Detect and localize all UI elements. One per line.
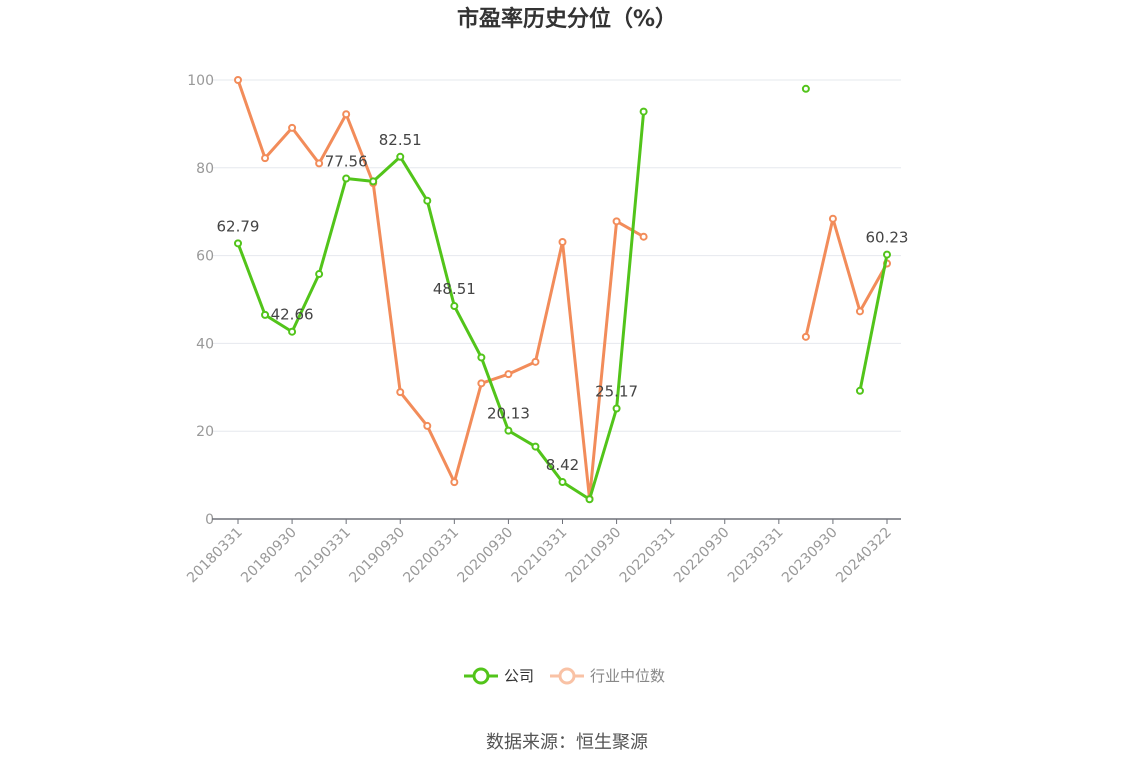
x-tick-label: 20240322 <box>833 525 895 587</box>
x-tick-label: 20220331 <box>617 525 679 587</box>
series-line <box>236 79 645 501</box>
series-line <box>858 254 889 392</box>
data-label: 77.56 <box>325 153 368 171</box>
data-label: 25.17 <box>595 383 638 401</box>
y-tick-label: 80 <box>196 161 214 177</box>
data-point <box>234 239 242 248</box>
data-point <box>261 310 270 319</box>
data-point <box>477 379 486 388</box>
x-tick-label: 20200331 <box>400 525 462 587</box>
data-point <box>585 495 594 504</box>
series-line <box>804 217 889 338</box>
y-tick-label: 20 <box>196 424 214 440</box>
x-tick-label: 20210930 <box>563 525 625 587</box>
y-tick-label: 0 <box>205 512 214 528</box>
data-label: 48.51 <box>433 280 476 298</box>
data-point <box>342 174 351 183</box>
data-label: 42.66 <box>271 306 314 324</box>
grid <box>212 79 901 432</box>
y-axis: 0 20 40 60 80 100 <box>187 73 214 528</box>
legend-item[interactable]: 行业中位数 <box>550 667 665 685</box>
data-point <box>423 196 432 205</box>
data-point <box>315 159 324 168</box>
x-tick-label: 20200930 <box>455 525 517 587</box>
data-point <box>612 217 621 226</box>
data-point <box>396 152 405 161</box>
x-tick-label: 20210331 <box>509 525 571 587</box>
legend-marker <box>472 667 490 685</box>
data-labels: 62.79 42.66 77.56 82.51 48.51 20.13 8.42 25.17 6… <box>217 131 909 474</box>
x-tick-label: 20230930 <box>779 525 841 587</box>
data-label: 62.79 <box>217 217 260 235</box>
data-point <box>531 442 540 451</box>
data-point <box>801 84 810 93</box>
legend-label: 公司 <box>504 667 534 685</box>
data-point <box>504 370 513 379</box>
data-point <box>558 478 567 487</box>
data-point <box>504 426 513 435</box>
data-point <box>855 386 864 395</box>
data-point <box>612 404 621 413</box>
data-point <box>423 421 432 430</box>
source-note: 数据来源：恒生聚源 <box>486 732 648 753</box>
data-point <box>558 237 567 246</box>
data-label: 82.51 <box>379 131 422 149</box>
data-point <box>828 214 837 223</box>
legend-item[interactable]: 公司 <box>464 667 534 685</box>
data-point <box>883 250 891 259</box>
data-point <box>342 110 351 119</box>
x-tick-label: 20190331 <box>292 525 354 587</box>
data-point <box>261 154 270 163</box>
data-point <box>369 177 378 186</box>
data-point <box>531 357 540 366</box>
x-tick-label: 20190930 <box>346 525 408 587</box>
x-tick-label: 20180930 <box>238 525 300 587</box>
data-point <box>639 232 648 241</box>
data-point <box>288 123 297 132</box>
x-tick-label: 20220930 <box>671 525 733 587</box>
series-line <box>236 111 646 501</box>
chart-title: 市盈率历史分位（%） <box>457 6 677 32</box>
y-tick-label: 60 <box>196 249 214 265</box>
x-tick-label: 20230331 <box>725 525 787 587</box>
data-point <box>396 388 405 397</box>
data-point <box>801 332 810 341</box>
data-point <box>315 270 324 279</box>
legend[interactable]: 公司 行业中位数 <box>464 667 665 685</box>
data-label: 60.23 <box>866 229 909 247</box>
plot-area <box>234 76 891 504</box>
x-axis: 2018033120180930201903312019093020200331… <box>184 518 901 587</box>
data-point <box>639 107 648 116</box>
legend-label: 行业中位数 <box>590 667 665 685</box>
legend-marker <box>558 667 576 685</box>
y-tick-label: 100 <box>187 73 214 89</box>
data-label: 20.13 <box>487 405 530 423</box>
data-point <box>450 302 459 311</box>
data-label: 8.42 <box>546 456 579 474</box>
data-point <box>477 353 486 362</box>
data-point <box>855 307 864 316</box>
data-point <box>234 76 242 84</box>
data-point <box>288 327 297 336</box>
x-tick-label: 20180331 <box>184 525 246 587</box>
data-point <box>450 478 459 487</box>
y-tick-label: 40 <box>196 336 214 352</box>
